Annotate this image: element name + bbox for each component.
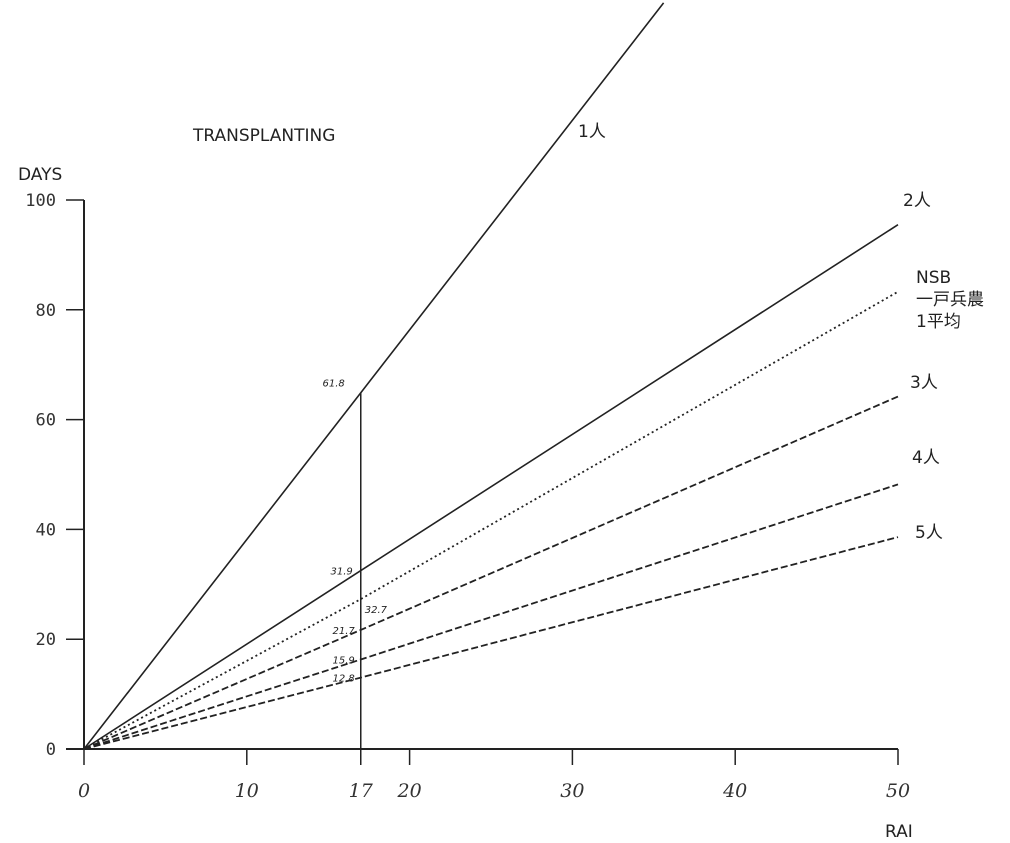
- x-tick-label-0: 0: [78, 780, 90, 802]
- x-tick-label-17: 17: [349, 780, 374, 802]
- annotation-4: 21.7: [332, 626, 355, 637]
- y-tick-label-40: 40: [36, 520, 56, 540]
- annotation-2: 31.9: [330, 567, 352, 578]
- series-label-6: 5人: [915, 523, 943, 543]
- y-tick-label-60: 60: [36, 411, 56, 431]
- annotation-5: 15.9: [332, 656, 354, 667]
- series-label-2-line-1: 2人: [903, 191, 931, 211]
- series-group: 1人 2人 NSB 一戸兵農 1平均 3人 4人 5人: [83, 2, 984, 750]
- x-ticks: 0 10 17 20 30 40 50: [78, 749, 910, 802]
- annotation-6: 12.8: [332, 674, 354, 685]
- series-label-1: 1人: [578, 122, 606, 142]
- series-label-3: NSB 一戸兵農 1平均: [916, 268, 984, 332]
- y-tick-label-80: 80: [36, 301, 56, 321]
- x-axis-label: RAI: [885, 822, 913, 842]
- series-label-4: 3人: [910, 373, 938, 393]
- series-label-3-line-3: 1平均: [916, 312, 961, 332]
- annotations-group: 61.8 31.9 32.7 21.7 15.9 12.8: [322, 379, 387, 685]
- y-tick-label-0: 0: [46, 740, 56, 760]
- x-tick-label-30: 30: [560, 780, 584, 802]
- series-line-2: [83, 224, 899, 750]
- y-tick-label-20: 20: [36, 630, 56, 650]
- chart-title: TRANSPLANTING: [192, 126, 335, 146]
- y-ticks: 0 20 40 60 80 100: [25, 191, 84, 760]
- annotation-3: 32.7: [365, 605, 388, 616]
- series-label-2: 2人: [903, 191, 931, 211]
- x-tick-label-20: 20: [397, 780, 422, 802]
- series-label-6-line-1: 5人: [915, 523, 943, 543]
- series-label-5-line-1: 4人: [912, 448, 940, 468]
- series-label-5: 4人: [912, 448, 940, 468]
- series-line-3: [83, 290, 899, 750]
- y-tick-label-100: 100: [25, 191, 56, 211]
- series-line-5: [83, 483, 899, 750]
- y-axis-label: DAYS: [18, 165, 62, 185]
- series-label-1-line-1: 1人: [578, 122, 606, 142]
- series-label-3-line-1: NSB: [916, 268, 951, 288]
- x-tick-label-50: 50: [886, 780, 910, 802]
- annotation-1: 61.8: [322, 379, 344, 390]
- series-label-4-line-1: 3人: [910, 373, 938, 393]
- series-line-6: [83, 536, 899, 750]
- series-line-1: [83, 2, 665, 750]
- series-line-4: [83, 395, 899, 750]
- x-tick-label-10: 10: [235, 780, 259, 802]
- series-label-3-line-2: 一戸兵農: [916, 290, 984, 310]
- x-tick-label-40: 40: [722, 780, 747, 802]
